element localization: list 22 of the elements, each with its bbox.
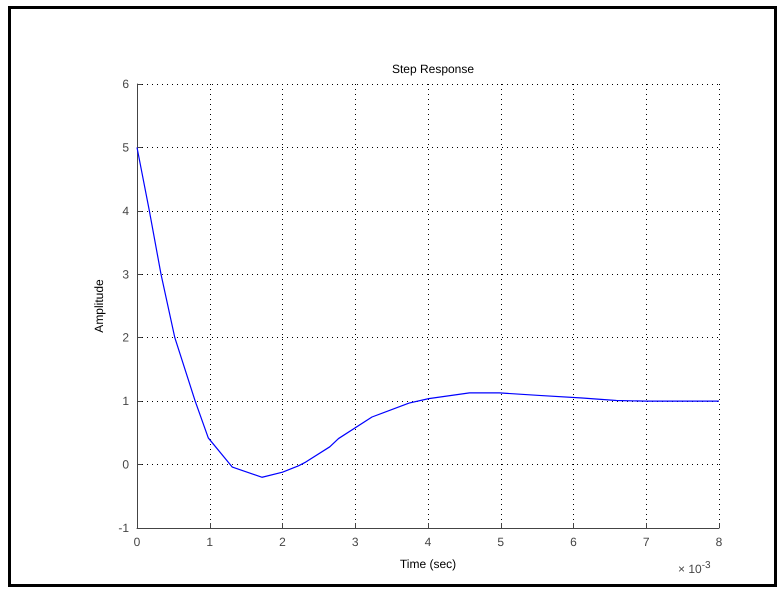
x-tick-label: 5 xyxy=(497,535,504,549)
x-tick-label: 3 xyxy=(352,535,359,549)
y-axis-title: Amplitude xyxy=(92,279,106,333)
x-tick-label: 7 xyxy=(642,535,650,549)
y-tick-label: -1 xyxy=(118,521,130,535)
x-tick-label: 4 xyxy=(424,535,432,549)
text: × 10$^{-3}$ xyxy=(678,560,711,576)
x-tick-label: 6 xyxy=(570,535,578,549)
y-tick-label: 1 xyxy=(122,394,130,408)
x-tick-label: 2 xyxy=(279,535,286,549)
x-tick-label: 1 xyxy=(206,535,214,549)
y-tick-label: 0 xyxy=(122,458,130,472)
chart-title: Step Response xyxy=(392,62,474,76)
y-tick-label: 6 xyxy=(122,77,130,91)
line-series xyxy=(136,146,720,478)
x-axis-title: Time (sec) xyxy=(400,557,456,571)
x-tick-label: 8 xyxy=(716,535,723,549)
y-tick-label: 3 xyxy=(122,267,130,282)
y-tick-label: 5 xyxy=(122,140,130,154)
y-tick-label: 2 xyxy=(122,330,130,345)
x-tick-label: 0 xyxy=(134,535,141,549)
y-tick-label: 4 xyxy=(122,204,130,218)
